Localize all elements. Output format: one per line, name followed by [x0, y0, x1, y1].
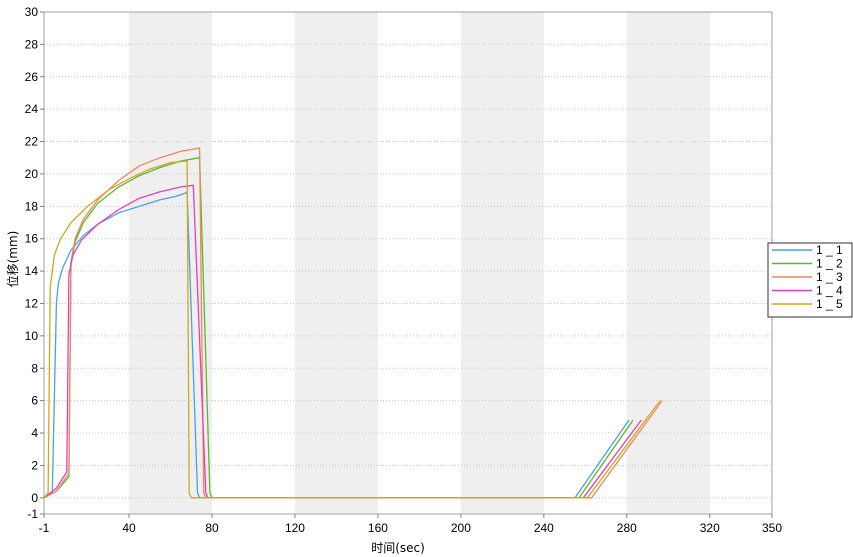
legend-label: 1 _ 1: [816, 243, 843, 257]
legend: 1 _ 11 _ 21 _ 31 _ 41 _ 5: [767, 242, 853, 318]
x-tick-label: 80: [205, 521, 219, 535]
y-tick-label: 0: [31, 491, 38, 505]
x-tick-label: 240: [534, 521, 554, 535]
y-tick-label: 18: [25, 199, 39, 213]
legend-label: 1 _ 4: [816, 284, 843, 298]
y-axis-title: 位移(mm): [5, 231, 20, 288]
y-tick-label: 12: [25, 296, 39, 310]
x-tick-label: 280: [617, 521, 637, 535]
y-tick-label: 6: [31, 394, 38, 408]
legend-label: 1 _ 5: [816, 297, 843, 311]
y-tick-label: 8: [31, 361, 38, 375]
y-tick-label: 14: [25, 264, 39, 278]
x-tick-label: -1: [39, 521, 50, 535]
x-tick-label: 200: [451, 521, 471, 535]
y-tick-label: 24: [25, 102, 39, 116]
shaded-band: [129, 12, 212, 514]
legend-label: 1 _ 3: [816, 270, 843, 284]
y-tick-label: 20: [25, 167, 39, 181]
y-tick-label: 28: [25, 37, 39, 51]
y-tick-label: 4: [31, 426, 38, 440]
x-tick-label: 160: [368, 521, 388, 535]
y-tick-label: 16: [25, 232, 39, 246]
x-tick-label: 350: [762, 521, 782, 535]
y-tick-label: 30: [25, 5, 39, 19]
y-tick-label: 26: [25, 70, 39, 84]
shaded-band: [460, 12, 544, 514]
shaded-band: [294, 12, 378, 514]
x-tick-label: 320: [700, 521, 720, 535]
series-line: [43, 160, 661, 499]
x-axis-ticks: -1 40 80 120 160 200 240 280 320 350: [39, 514, 782, 535]
x-axis-title: 时间(sec): [371, 541, 425, 555]
y-tick-label: 2: [31, 458, 38, 472]
x-tick-label: 120: [285, 521, 305, 535]
y-tick-label: -1: [27, 507, 38, 521]
shaded-band: [626, 12, 710, 514]
series-line: [43, 184, 642, 499]
y-tick-label: 10: [25, 329, 39, 343]
series-layer: [43, 147, 663, 499]
x-tick-label: 40: [122, 521, 136, 535]
y-tick-label: 22: [25, 135, 39, 149]
legend-label: 1 _ 2: [816, 257, 843, 271]
